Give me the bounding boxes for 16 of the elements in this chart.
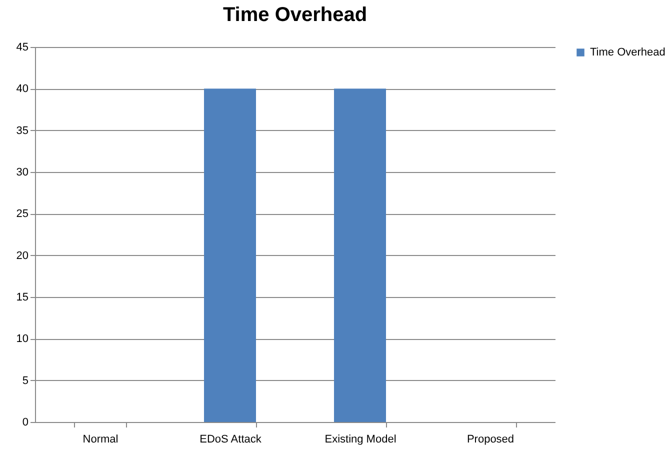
y-tick-label: 30	[16, 166, 28, 178]
y-tick-label: 0	[22, 416, 28, 428]
y-tick-label: 5	[22, 374, 28, 387]
y-tick-label: 45	[16, 42, 28, 54]
y-tick-label: 25	[16, 208, 28, 220]
y-tick-label: 40	[16, 83, 28, 96]
y-tick-label: 35	[16, 124, 28, 137]
y-tick-label: 15	[16, 292, 28, 304]
legend-label: Time Overhead	[590, 46, 666, 58]
y-tick-label: 10	[16, 333, 28, 346]
y-tick-label: 20	[16, 250, 28, 262]
x-tick-label: Proposed	[466, 434, 514, 446]
x-tick-label: Normal	[82, 434, 118, 446]
chart-title: Time Overhead	[222, 4, 368, 26]
x-tick-label: EDoS Attack	[200, 434, 262, 446]
x-tick-label: Existing Model	[324, 434, 396, 446]
